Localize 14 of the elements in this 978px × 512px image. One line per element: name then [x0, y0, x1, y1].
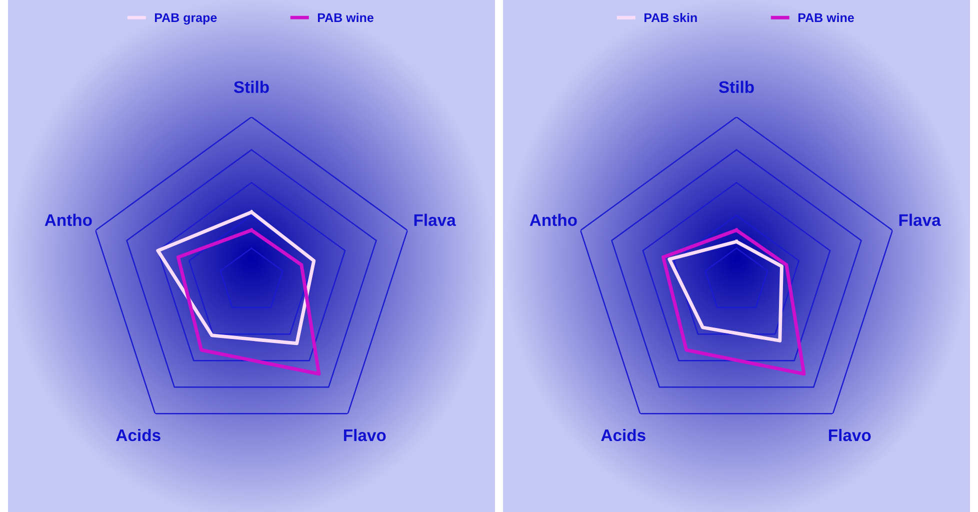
legend-label: PAB skin: [644, 12, 697, 22]
spoke-label: Flavo: [828, 428, 871, 442]
spoke-label: Acids: [601, 428, 646, 442]
spoke-label: Acids: [116, 428, 160, 442]
spoke-label: Stilb: [718, 80, 754, 93]
legend-label: PAB wine: [798, 12, 854, 22]
spoke-label: Flava: [414, 214, 456, 226]
spoke-label: Flavo: [344, 428, 386, 442]
legend-label: PAB wine: [318, 12, 374, 22]
legend-label: PAB grape: [154, 13, 217, 25]
spoke-label: Antho: [530, 214, 577, 226]
spoke-label: Stilb: [234, 80, 269, 93]
spoke-label: Antho: [44, 214, 92, 226]
spoke-label: Flava: [899, 214, 941, 226]
